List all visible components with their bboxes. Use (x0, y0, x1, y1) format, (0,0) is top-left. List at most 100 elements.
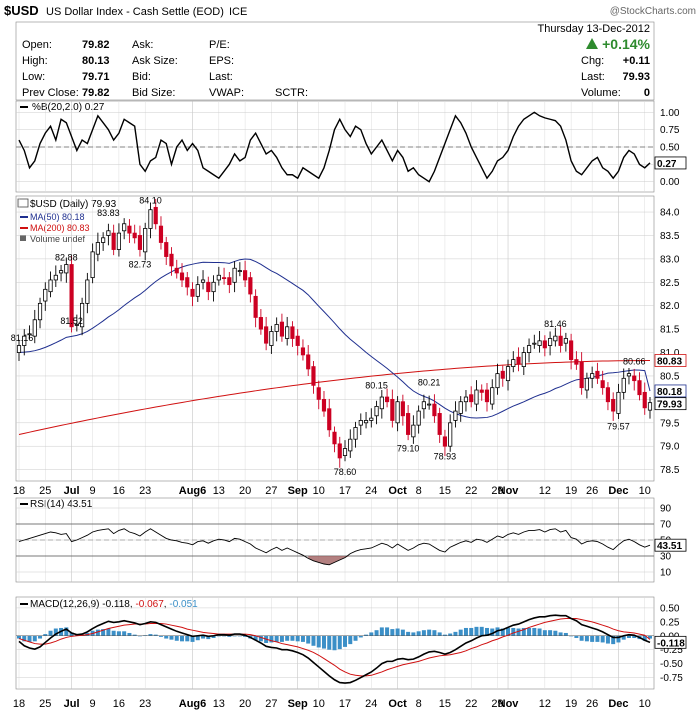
ma50-line (18, 258, 651, 419)
price-ytick: 80.5 (660, 371, 680, 382)
candle-body (516, 356, 521, 365)
candle-body (85, 279, 90, 304)
candle-body (195, 284, 200, 297)
candle-body (437, 413, 442, 435)
candle-body (69, 264, 74, 328)
macd-histogram-bar (348, 635, 353, 645)
candle-body (185, 277, 190, 288)
price-ytick: 83.0 (660, 254, 680, 265)
macd-histogram-bar (174, 635, 179, 641)
macd-ytick: 0.50 (660, 603, 680, 614)
macd-histogram-bar (127, 632, 132, 636)
price-ytick: 83.5 (660, 231, 680, 242)
macd-histogram-bar (32, 635, 37, 642)
macd-histogram-bar (453, 631, 458, 636)
high-value: 80.13 (82, 55, 110, 67)
macd-histogram-bar (321, 635, 326, 649)
macd-histogram-bar (22, 635, 27, 642)
macd-histogram-bar (605, 635, 610, 644)
x-axis-upper-label: 9 (90, 485, 96, 497)
macd-histogram-bar (479, 626, 484, 636)
candle-body (632, 375, 637, 382)
price-last-label-box (654, 397, 687, 411)
candle-body (285, 326, 290, 339)
percent-b-panel: %B(20,2.0) 0.27 1.000.750.500.250.000.27 (15, 100, 687, 193)
candle-body (132, 232, 137, 239)
macd-histogram-bar (116, 631, 121, 636)
price-annotation: 79.57 (607, 422, 630, 432)
macd-histogram-bar (432, 630, 437, 636)
macd-panel: MACD(12,26,9) -0.118, -0.067, -0.051 0.5… (15, 596, 687, 690)
candle-body (116, 232, 121, 250)
macd-histogram-bar (574, 635, 579, 638)
candle-body (458, 401, 463, 414)
macd-histogram-bar (337, 635, 342, 650)
macd-histogram-bar (27, 635, 32, 642)
candle-body (521, 352, 526, 367)
rsi-line (18, 528, 651, 566)
price-annotation: 78.93 (434, 451, 457, 461)
bid-label: Bid: (132, 71, 151, 83)
candle-body (532, 342, 537, 345)
x-axis-upper-label: Nov (498, 485, 520, 497)
candle-body (406, 413, 411, 435)
macd-histogram-bar (590, 635, 595, 642)
macd-histogram-bar (532, 627, 537, 636)
candle-body (379, 396, 384, 410)
macd-histogram-bar (95, 629, 100, 636)
macd-title-histogram: -0.051 (169, 599, 198, 610)
candle-body (469, 394, 474, 403)
x-axis-upper-label: 25 (39, 485, 51, 497)
macd-signal-line (18, 617, 651, 677)
macd-histogram-bar (511, 627, 516, 636)
macd-histogram-bar (416, 631, 421, 636)
macd-title: MACD(12,26,9) -0.118, -0.067, -0.051 (30, 599, 198, 610)
macd-histogram-bar (484, 627, 489, 636)
macd-histogram-bar (611, 635, 616, 645)
macd-histogram-bar (64, 627, 69, 636)
macd-title-value: -0.118 (102, 599, 130, 610)
price-title: $USD (Daily) 79.93 (30, 199, 117, 210)
macd-histogram-bar (442, 634, 447, 636)
candle-body (595, 370, 600, 379)
x-axis-lower-label: 24 (365, 698, 377, 710)
macd-histogram-bar (285, 635, 290, 641)
x-axis-upper-label: 10 (313, 485, 325, 497)
candle-body (348, 438, 353, 452)
candle-body (232, 267, 237, 283)
x-axis-lower-label: 29 (491, 698, 503, 710)
macd-histogram-bar (43, 634, 48, 636)
x-axis-lower-label: 15 (439, 698, 451, 710)
up-arrow-icon (586, 38, 598, 49)
candle-body (269, 331, 274, 346)
macd-histogram-bar (148, 634, 153, 636)
ma200-line (18, 360, 651, 435)
rsi-ytick: 10 (660, 568, 672, 579)
candle-body (164, 242, 169, 257)
candle-body (122, 223, 127, 232)
price-annotation: 81.46 (544, 319, 567, 329)
percent-b-ytick: 1.00 (660, 108, 680, 119)
macd-histogram-bar (463, 627, 468, 636)
candle-body (537, 340, 542, 346)
price-annotation: 82.88 (55, 253, 78, 263)
candle-body (127, 225, 132, 234)
candle-body (579, 361, 584, 389)
macd-histogram-bar (506, 627, 511, 636)
watermark: @StockCharts.com (610, 6, 696, 17)
candle-body (395, 401, 400, 424)
macd-histogram-bar (316, 635, 321, 648)
bid-size-label: Bid Size: (132, 87, 175, 99)
x-axis-lower-label: Sep (288, 698, 308, 710)
price-annotation: 79.10 (397, 444, 420, 454)
macd-frame (15, 596, 655, 690)
price-ytick: 84.0 (660, 208, 680, 219)
candle-body (27, 333, 32, 336)
macd-histogram-bar (106, 628, 111, 636)
macd-histogram-bar (358, 635, 363, 638)
price-annotation: 82.73 (129, 260, 152, 270)
candle-body (569, 340, 574, 360)
macd-histogram-bar (364, 634, 369, 636)
volume-legend: Volume undef (30, 234, 86, 244)
